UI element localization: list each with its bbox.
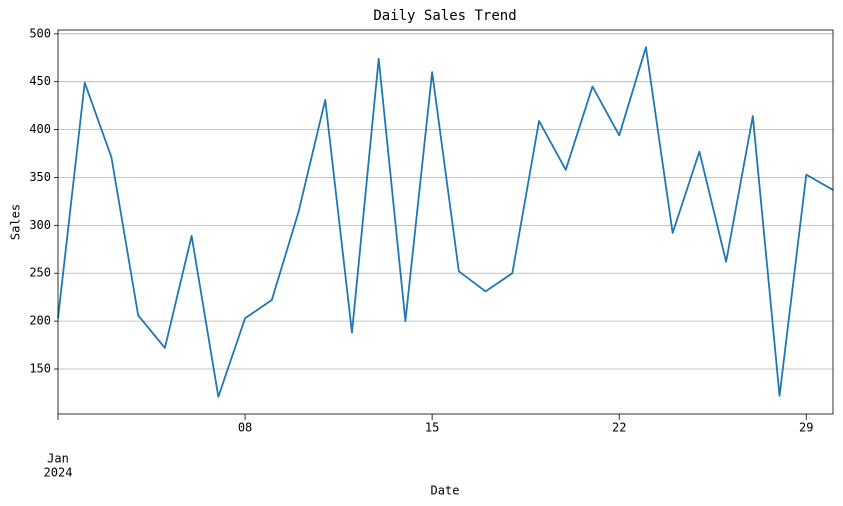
- x-tick-label: 22: [612, 421, 626, 435]
- y-tick-label: 450: [29, 74, 51, 88]
- x-tick-label: 29: [799, 421, 813, 435]
- y-axis-label: Sales: [9, 204, 23, 240]
- x-tick-label: 08: [238, 421, 252, 435]
- plot-frame: [57, 29, 834, 415]
- x-tick-sublabel: 2024: [44, 466, 73, 480]
- y-tick-label: 400: [29, 122, 51, 136]
- x-tick-label: 15: [425, 421, 439, 435]
- x-tick-label: Jan: [47, 452, 69, 466]
- y-tick-label: 200: [29, 314, 51, 328]
- line: [57, 46, 834, 398]
- y-tick-label: 350: [29, 170, 51, 184]
- y-tick-label: 300: [29, 218, 51, 232]
- x-axis-label: Date: [431, 484, 460, 498]
- y-tick-label: 150: [29, 361, 51, 375]
- y-tick-label: 500: [29, 26, 51, 40]
- chart-title: Daily Sales Trend: [373, 8, 516, 24]
- y-tick-label: 250: [29, 266, 51, 280]
